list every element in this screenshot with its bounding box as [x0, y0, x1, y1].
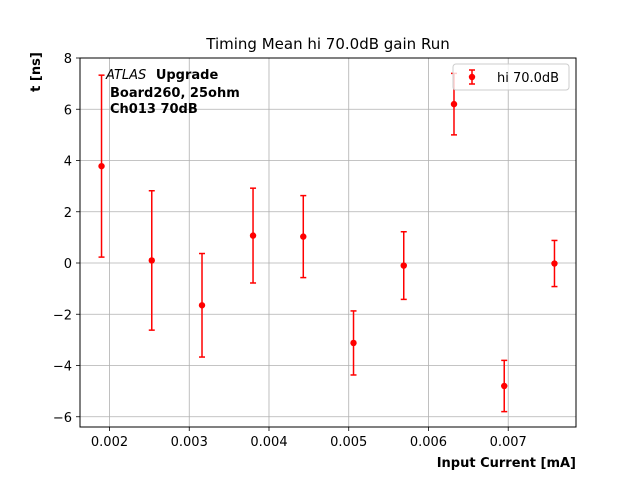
x-axis-label: Input Current [mA] [437, 456, 576, 471]
x-tick-label: 0.007 [490, 435, 527, 450]
y-tick-label: −4 [53, 360, 72, 375]
data-point [400, 262, 407, 269]
y-tick-label: 6 [64, 103, 72, 118]
data-point [350, 339, 357, 347]
y-tick-label: 8 [64, 52, 72, 67]
y-tick-label: 0 [64, 257, 72, 272]
annotation-upgrade: Upgrade [156, 68, 219, 83]
data-point [249, 232, 257, 239]
data-point [450, 100, 458, 108]
data-point [300, 233, 307, 240]
legend-point [468, 73, 476, 81]
x-tick-label: 0.003 [171, 435, 208, 450]
y-tick-label: −2 [53, 308, 72, 323]
y-tick-label: −6 [53, 411, 72, 426]
legend: hi 70.0dB [452, 63, 570, 91]
data-point [198, 302, 206, 309]
x-tick-label: 0.005 [330, 435, 367, 450]
legend-marker [468, 69, 476, 85]
annotation-line-1: ATLAS Upgrade [105, 68, 218, 83]
data-point [551, 260, 558, 267]
y-tick-label: 4 [64, 155, 72, 170]
annotation-line-2: Board260, 25ohm [110, 86, 240, 101]
atlas-annotation: ATLAS Upgrade Board260, 25ohm Ch013 70dB [105, 68, 240, 117]
plot-frame [79, 57, 577, 428]
y-tick-label: 2 [64, 206, 72, 221]
annotation-atlas: ATLAS [105, 68, 146, 83]
data-point [98, 162, 105, 170]
y-axis-label: t [ns] [29, 52, 44, 92]
data-point [501, 382, 508, 390]
legend-box [452, 63, 570, 91]
data-layer [98, 72, 558, 413]
ticks: 0.002 0.003 0.004 0.005 0.006 0.007 −6 −4 −2 0 2 4 6… [53, 52, 527, 450]
annotation-line-3: Ch013 70dB [110, 102, 198, 117]
chart-title: Timing Mean hi 70.0dB gain Run [205, 35, 449, 53]
x-tick-label: 0.006 [410, 435, 447, 450]
legend-label: hi 70.0dB [497, 71, 559, 86]
x-tick-label: 0.004 [250, 435, 287, 450]
data-point [148, 257, 155, 264]
x-tick-label: 0.002 [91, 435, 128, 450]
